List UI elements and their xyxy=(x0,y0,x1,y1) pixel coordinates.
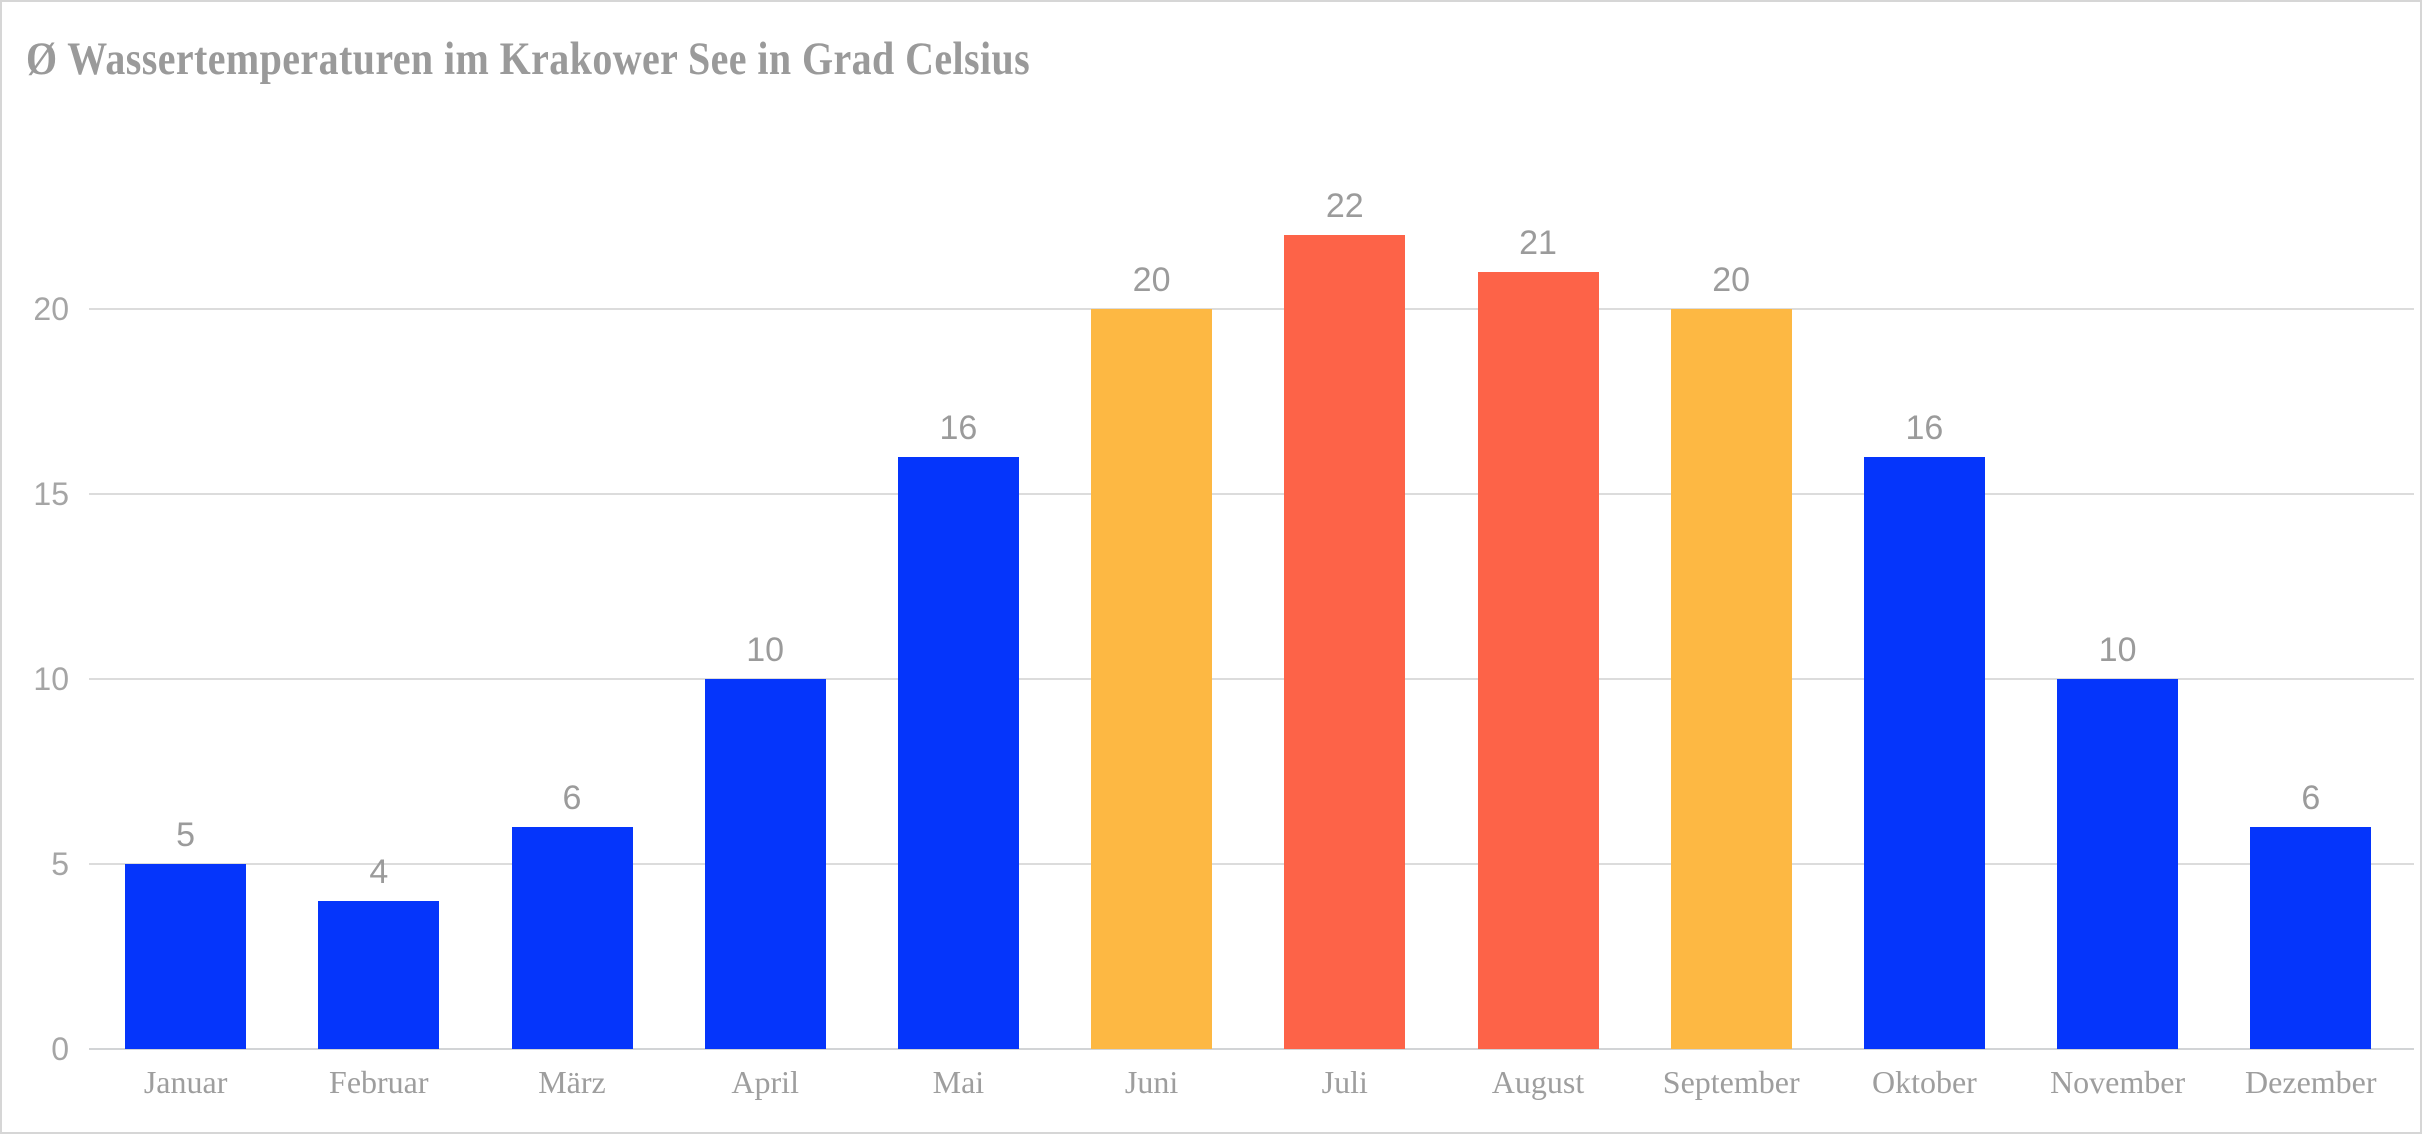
bar-value-label: 16 xyxy=(1905,409,1944,447)
bar-value-label: 16 xyxy=(939,409,978,447)
y-axis-tick-label: 10 xyxy=(33,661,69,697)
x-axis-label: Januar xyxy=(143,1064,228,1100)
bar-september[interactable] xyxy=(1670,309,1792,1049)
bar-value-label: 5 xyxy=(176,816,196,854)
y-axis-tick-label: 0 xyxy=(51,1031,69,1067)
bar-value-label: 10 xyxy=(746,631,785,669)
x-axis-label: November xyxy=(2050,1064,2186,1100)
bar-dezember[interactable] xyxy=(2250,827,2372,1049)
bar-juni[interactable] xyxy=(1091,309,1213,1049)
x-axis-label: Dezember xyxy=(2245,1064,2377,1100)
x-axis-label: Mai xyxy=(932,1064,985,1100)
bar-august[interactable] xyxy=(1477,272,1599,1049)
bar-value-label: 4 xyxy=(369,853,389,891)
bar-value-label: 6 xyxy=(562,779,582,817)
gridline xyxy=(89,863,2414,865)
y-axis-tick-label: 20 xyxy=(33,291,69,327)
bar-april[interactable] xyxy=(704,679,826,1049)
bar-februar[interactable] xyxy=(318,901,440,1049)
y-axis-tick-label: 5 xyxy=(51,846,69,882)
x-axis-label: April xyxy=(731,1064,799,1100)
x-axis-label: August xyxy=(1491,1064,1585,1100)
bar-value-label: 20 xyxy=(1132,261,1171,299)
gridline xyxy=(89,308,2414,310)
x-axis-baseline xyxy=(89,1048,2414,1050)
bar-juli[interactable] xyxy=(1284,235,1406,1049)
bar-oktober[interactable] xyxy=(1863,457,1985,1049)
bar-value-label: 21 xyxy=(1519,224,1557,262)
bar-value-label: 22 xyxy=(1325,187,1364,225)
x-axis-label: Juni xyxy=(1124,1064,1179,1100)
gridline xyxy=(89,493,2414,495)
x-axis-label: Februar xyxy=(329,1064,429,1100)
chart-title: Ø Wassertemperaturen im Krakower See in … xyxy=(26,33,1031,85)
bar-märz[interactable] xyxy=(511,827,633,1049)
x-axis-label: März xyxy=(538,1064,606,1100)
gridline xyxy=(89,678,2414,680)
x-axis-label: Oktober xyxy=(1871,1064,1977,1100)
x-axis-label: September xyxy=(1662,1064,1800,1100)
x-axis-label: Juli xyxy=(1321,1064,1368,1100)
bar-januar[interactable] xyxy=(125,864,247,1049)
bar-mai[interactable] xyxy=(897,457,1019,1049)
bar-value-label: 10 xyxy=(2098,631,2137,669)
bar-november[interactable] xyxy=(2057,679,2179,1049)
bar-value-label: 6 xyxy=(2301,779,2321,817)
y-axis-tick-label: 15 xyxy=(33,476,69,512)
bar-value-label: 20 xyxy=(1712,261,1751,299)
